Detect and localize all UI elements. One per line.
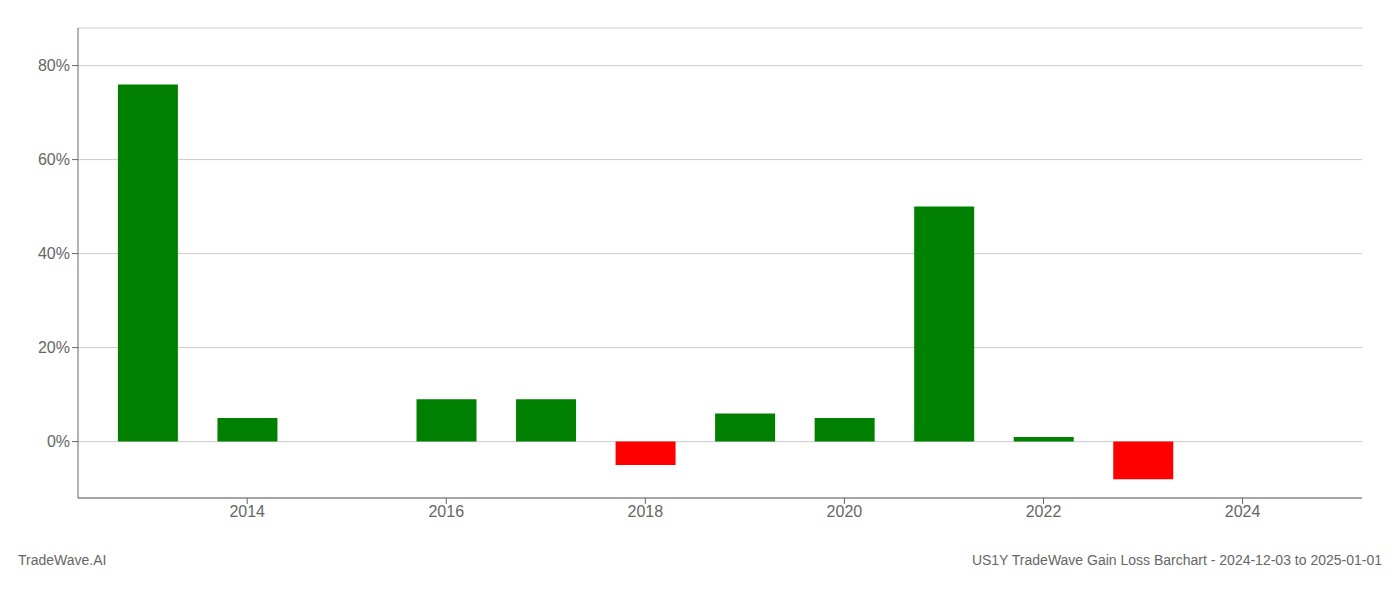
svg-text:2016: 2016 — [428, 503, 464, 520]
html-text:US1Y TradeWave Gain Loss Barch: US1Y TradeWave Gain Loss Barchart - 2024… — [971, 552, 1382, 568]
svg-text:2014: 2014 — [229, 503, 265, 520]
svg-text:40%: 40% — [38, 245, 70, 262]
svg-text:60%: 60% — [38, 151, 70, 168]
svg-text:2018: 2018 — [628, 503, 664, 520]
svg-text:2022: 2022 — [1026, 503, 1062, 520]
svg-text:2024: 2024 — [1225, 503, 1261, 520]
html-text:TradeWave.AI: TradeWave.AI — [18, 552, 107, 568]
svg-text:20%: 20% — [38, 339, 70, 356]
svg-text:2020: 2020 — [827, 503, 863, 520]
svg-text:0%: 0% — [47, 433, 70, 450]
svg-text:80%: 80% — [38, 57, 70, 74]
